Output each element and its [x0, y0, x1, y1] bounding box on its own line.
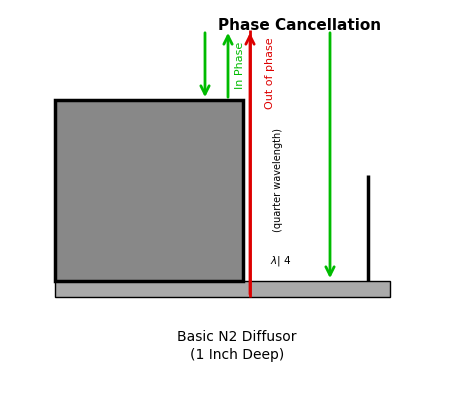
Text: $\lambda$| 4: $\lambda$| 4 [270, 254, 292, 268]
Text: Out of phase: Out of phase [265, 37, 275, 109]
Text: (quarter wavelength): (quarter wavelength) [273, 128, 283, 232]
Text: In Phase: In Phase [235, 41, 245, 89]
Text: Phase Cancellation: Phase Cancellation [219, 17, 382, 32]
Bar [55, 281, 390, 297]
Bar [55, 100, 243, 281]
Text: (1 Inch Deep): (1 Inch Deep) [190, 348, 284, 362]
Text: Basic N2 Diffusor: Basic N2 Diffusor [177, 330, 297, 344]
